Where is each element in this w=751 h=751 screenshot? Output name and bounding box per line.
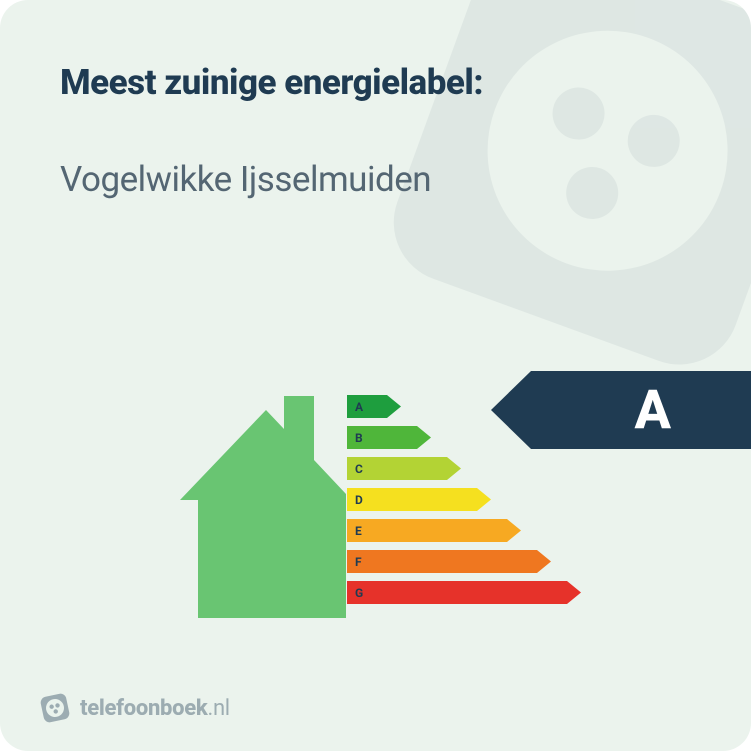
house-icon <box>180 382 352 622</box>
footer: telefoonboek.nl <box>40 693 230 723</box>
energy-bar <box>347 581 581 604</box>
energy-bar <box>347 457 461 480</box>
energy-bar-label: D <box>355 488 363 511</box>
energy-bar-label: G <box>355 581 363 604</box>
location-name: Vogelwikke Ijsselmuiden <box>60 159 691 200</box>
rating-letter: A <box>634 379 671 442</box>
page-title: Meest zuinige energielabel: <box>60 62 691 103</box>
energy-bar <box>347 550 551 573</box>
logo-icon <box>40 693 70 723</box>
footer-text: telefoonboek.nl <box>80 696 230 721</box>
footer-brand: telefoonboek <box>80 696 207 721</box>
energy-bar-label: F <box>355 550 362 573</box>
content: Meest zuinige energielabel: Vogelwikke I… <box>0 0 751 200</box>
energy-bar <box>347 519 521 542</box>
energy-bar-label: B <box>355 426 363 449</box>
energy-diagram: ABCDEFG <box>180 382 540 642</box>
energy-bar-label: C <box>355 457 363 480</box>
energy-card: Meest zuinige energielabel: Vogelwikke I… <box>0 0 751 751</box>
footer-tld: .nl <box>207 696 229 721</box>
energy-bar-label: E <box>355 519 362 542</box>
rating-badge: A <box>491 371 751 449</box>
energy-bar-label: A <box>355 395 363 418</box>
energy-bar <box>347 488 491 511</box>
